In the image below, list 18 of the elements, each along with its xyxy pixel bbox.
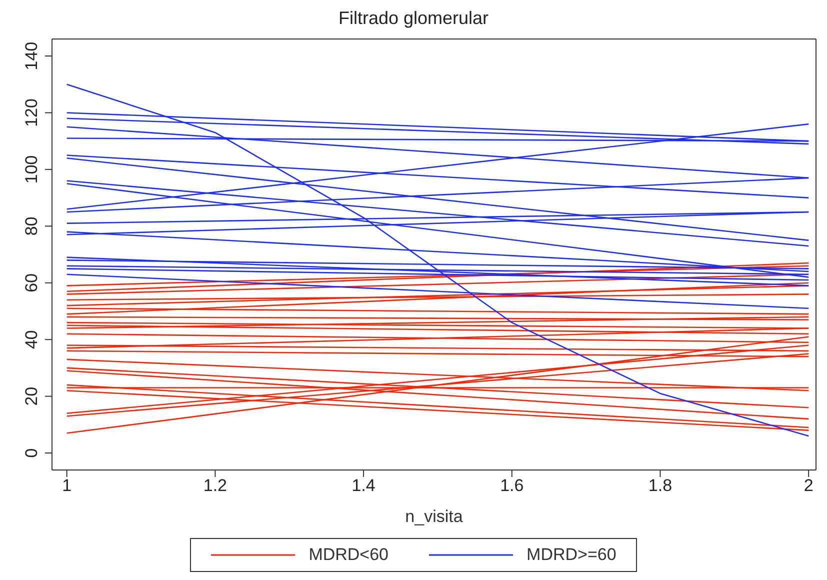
- x-tick-label: 1.2: [203, 476, 228, 496]
- y-tick-label: 100: [22, 155, 41, 184]
- chart-title: Filtrado glomerular: [337, 8, 490, 30]
- y-tick-label: 80: [22, 216, 41, 236]
- y-tick-label: 20: [22, 386, 41, 406]
- y-tick-label: 120: [22, 98, 41, 127]
- x-tick-label: 1.6: [500, 476, 524, 496]
- x-axis-title: n_visita: [405, 507, 464, 526]
- legend-label: MDRD>=60: [526, 545, 616, 565]
- y-tick-label: 0: [22, 448, 41, 458]
- legend-label: MDRD<60: [308, 545, 389, 565]
- x-tick-label: 1: [62, 476, 72, 496]
- y-tick-label: 40: [22, 330, 41, 350]
- x-tick-label: 1.8: [648, 476, 672, 496]
- x-tick-label: 1.4: [352, 476, 376, 496]
- x-tick-label: 2: [804, 476, 814, 496]
- y-tick-label: 140: [22, 42, 41, 70]
- y-tick-label: 60: [22, 273, 41, 292]
